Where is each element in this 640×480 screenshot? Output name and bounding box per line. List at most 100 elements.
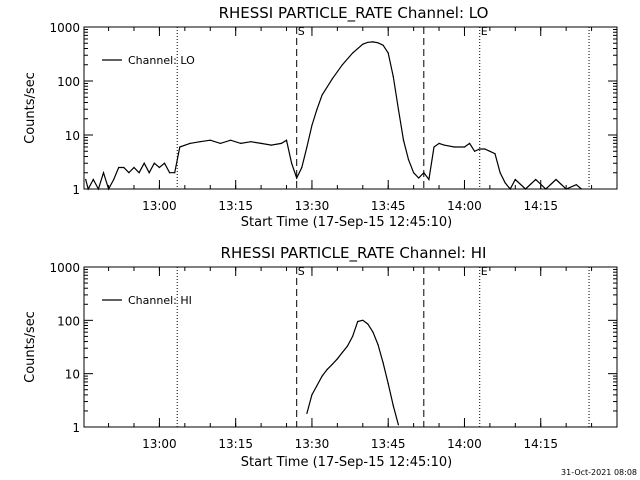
marker-e: E xyxy=(481,265,488,278)
data-point xyxy=(270,144,272,146)
data-point xyxy=(499,172,501,174)
legend-label: Channel: HI xyxy=(128,294,192,307)
data-point xyxy=(377,42,379,44)
x-tick-label: 13:30 xyxy=(295,199,330,213)
data-point xyxy=(92,178,94,181)
data-point xyxy=(372,41,374,43)
x-tick-label: 13:00 xyxy=(142,199,177,213)
marker-s: S xyxy=(298,25,305,38)
data-point xyxy=(311,124,313,127)
data-point xyxy=(479,148,481,150)
x-tick-label: 14:00 xyxy=(447,199,482,213)
plot-frame xyxy=(83,266,618,428)
x-tick-label: 14:15 xyxy=(523,437,558,451)
data-point xyxy=(504,182,506,184)
data-point xyxy=(158,166,160,169)
data-point xyxy=(443,144,445,146)
data-point xyxy=(423,172,425,174)
data-point xyxy=(362,43,364,45)
data-point xyxy=(346,345,349,347)
data-point xyxy=(189,142,191,144)
data-point xyxy=(128,172,130,174)
data-point xyxy=(296,177,298,179)
data-point xyxy=(326,368,328,370)
data-point xyxy=(397,108,399,110)
data-point xyxy=(250,141,252,143)
data-point xyxy=(555,178,557,181)
data-point xyxy=(311,394,313,396)
data-point xyxy=(341,351,343,353)
y-tick-label: 100 xyxy=(57,75,80,89)
data-point xyxy=(108,188,110,190)
data-point xyxy=(169,172,171,174)
y-tick-label: 1 xyxy=(72,421,80,435)
data-point xyxy=(230,139,232,141)
marker-s: S xyxy=(298,265,305,278)
data-point xyxy=(474,150,476,152)
data-point xyxy=(397,424,399,426)
data-point xyxy=(113,178,115,181)
data-point xyxy=(321,375,323,377)
data-point xyxy=(509,188,511,190)
data-point xyxy=(484,148,486,150)
data-point xyxy=(102,172,105,174)
plot-frame xyxy=(83,26,618,190)
data-point xyxy=(494,153,496,155)
y-tick-label: 1 xyxy=(72,183,80,197)
x-tick-label: 13:15 xyxy=(218,199,253,213)
data-point xyxy=(367,323,369,325)
y-tick-label: 1000 xyxy=(49,261,80,275)
data-point xyxy=(367,41,369,43)
data-point xyxy=(382,362,384,364)
chart-title: RHESSI PARTICLE_RATE Channel: HI xyxy=(221,244,487,263)
data-point xyxy=(387,383,389,385)
data-point xyxy=(285,139,288,141)
data-point xyxy=(352,52,354,54)
data-point xyxy=(260,142,262,144)
data-point xyxy=(331,78,333,80)
y-tick-label: 100 xyxy=(57,314,80,328)
data-point xyxy=(306,146,308,148)
x-tick-label: 13:30 xyxy=(295,437,330,451)
x-tick-label: 13:00 xyxy=(142,437,177,451)
data-point xyxy=(153,162,155,164)
data-point xyxy=(143,162,145,164)
data-point xyxy=(316,384,318,387)
data-point xyxy=(209,139,211,141)
data-point xyxy=(123,166,125,169)
data-point xyxy=(545,188,547,190)
data-point xyxy=(402,139,405,141)
data-point xyxy=(87,188,89,190)
data-point xyxy=(280,142,282,144)
data-point xyxy=(433,146,435,148)
x-tick-label: 13:45 xyxy=(371,437,406,451)
data-point xyxy=(418,177,420,179)
data-point xyxy=(372,331,374,333)
data-point xyxy=(321,94,323,96)
data-point xyxy=(306,412,308,414)
data-point xyxy=(336,358,338,360)
x-tick-label: 14:00 xyxy=(447,437,482,451)
data-point xyxy=(219,142,221,144)
data-point xyxy=(179,146,181,148)
y-tick-label: 10 xyxy=(65,129,80,143)
data-point xyxy=(580,188,583,190)
data-point xyxy=(331,363,333,365)
chart-panel-1: RHESSI PARTICLE_RATE Channel: LO 1 10 100 10… xyxy=(23,4,618,230)
data-point xyxy=(428,178,430,181)
y-axis-label: Counts/sec xyxy=(23,72,38,144)
x-tick-label: 13:45 xyxy=(371,199,406,213)
y-tick-label: 10 xyxy=(65,368,80,382)
data-point xyxy=(407,159,410,161)
data-point xyxy=(341,64,343,66)
data-point xyxy=(85,178,87,181)
data-point xyxy=(357,320,359,323)
data-point xyxy=(316,108,318,110)
data-point xyxy=(352,335,354,337)
data-point xyxy=(565,188,567,190)
data-point xyxy=(133,166,135,169)
data-point xyxy=(514,178,516,181)
data-point xyxy=(240,142,242,144)
